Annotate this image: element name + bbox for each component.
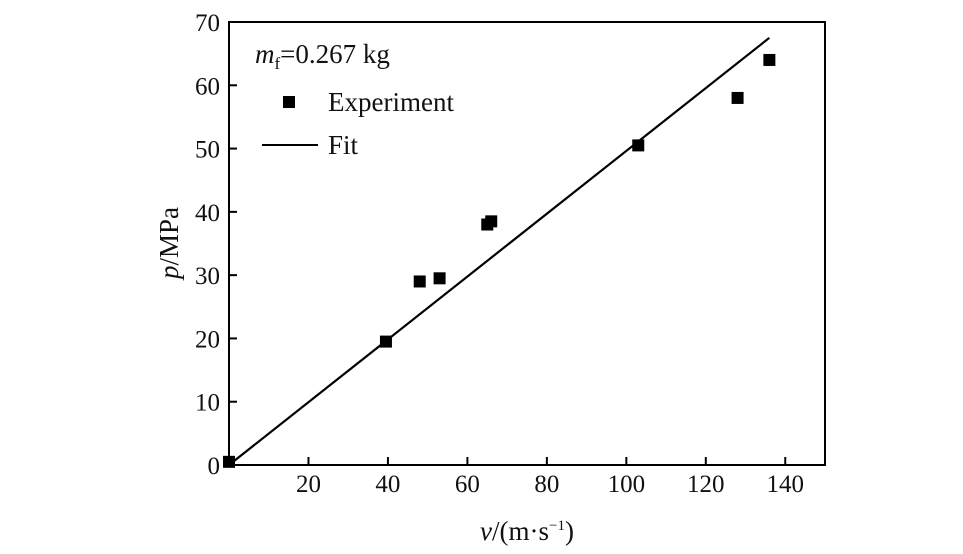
legend-marker-experiment — [283, 96, 295, 108]
experiment-point — [763, 53, 776, 66]
y-axis-ticks: 0 10 20 30 40 50 60 70 — [195, 10, 237, 480]
legend-label-experiment: Experiment — [328, 87, 454, 117]
x-tick-label: 20 — [296, 471, 321, 498]
mass-annotation-value: =0.267 kg — [280, 39, 390, 69]
y-axis-title-unit: /MPa — [154, 207, 184, 266]
y-tick-label: 20 — [195, 326, 220, 353]
experiment-point — [485, 215, 498, 228]
x-tick-label: 100 — [608, 471, 646, 498]
experiment-point — [433, 272, 446, 285]
experiment-point — [413, 275, 426, 288]
x-axis-title: v/(m·s−1) — [480, 516, 574, 546]
x-axis-title-close: ) — [565, 516, 574, 546]
legend: Experiment Fit — [262, 87, 454, 160]
mass-annotation-var: m — [255, 39, 275, 69]
x-axis-title-var: v — [480, 516, 492, 546]
x-tick-label: 80 — [534, 471, 559, 498]
points-layer — [223, 53, 776, 468]
legend-label-fit: Fit — [328, 130, 359, 160]
y-tick-label: 70 — [195, 10, 220, 37]
y-tick-label: 40 — [195, 200, 220, 227]
y-tick-label: 10 — [195, 390, 220, 417]
y-axis-title: p/MPa — [154, 207, 184, 281]
x-axis-ticks: 20 40 60 80 100 120 140 — [296, 457, 804, 498]
experiment-point — [731, 91, 744, 104]
experiment-point — [379, 335, 392, 348]
experiment-point — [223, 455, 235, 468]
x-tick-label: 120 — [687, 471, 725, 498]
y-axis-title-var: p — [154, 266, 184, 282]
x-tick-label: 140 — [767, 471, 805, 498]
plot-frame — [228, 21, 826, 466]
y-tick-label: 60 — [195, 73, 220, 100]
y-tick-label: 0 — [208, 453, 221, 480]
experiment-point — [632, 139, 645, 152]
x-axis-title-unit: /(m·s — [492, 516, 549, 546]
x-tick-label: 40 — [375, 471, 400, 498]
x-axis-title-exp: −1 — [549, 518, 565, 534]
mass-annotation: mf=0.267 kg — [255, 39, 390, 73]
y-tick-label: 50 — [195, 137, 220, 164]
y-tick-label: 30 — [195, 263, 220, 290]
x-tick-label: 60 — [455, 471, 480, 498]
mass-annotation-sub: f — [275, 54, 281, 73]
fit-layer — [228, 36, 771, 466]
fit-line — [228, 36, 771, 466]
